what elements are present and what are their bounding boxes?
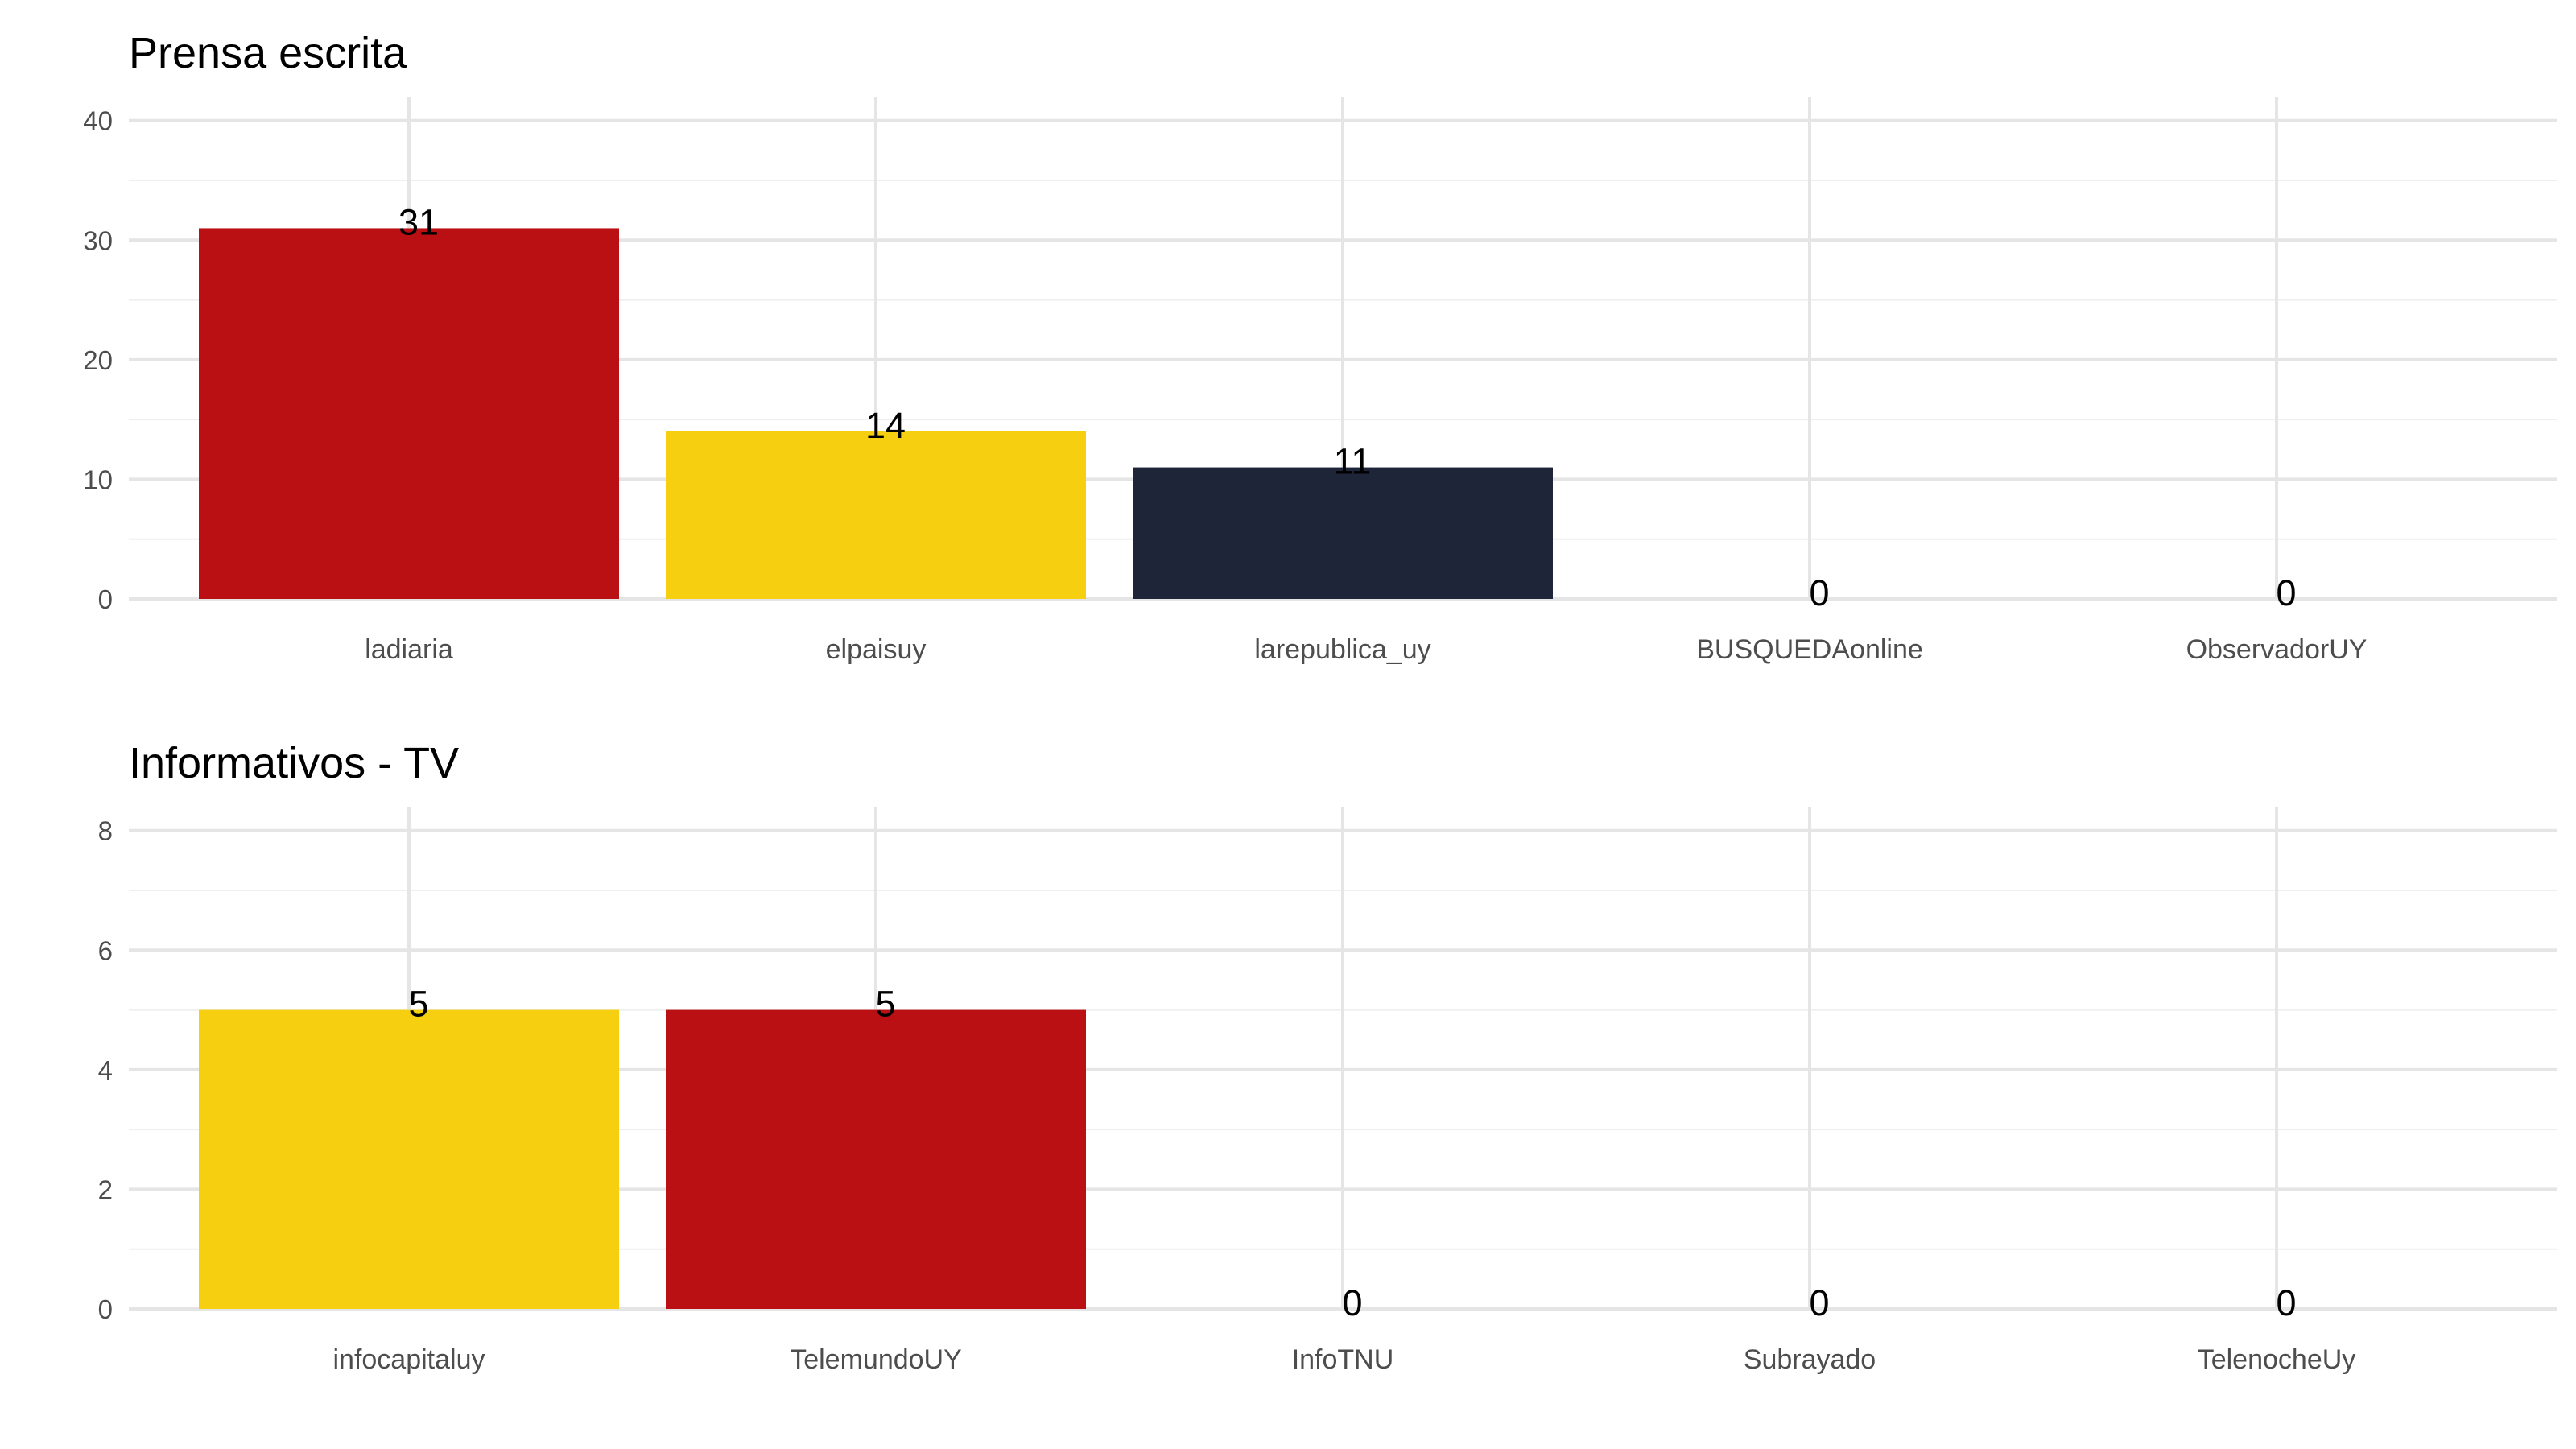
data-label-elpaisuy: 14 [865, 405, 906, 446]
chart-panel-informativos-tv: Informativos - TV 0 2 4 6 8 5 infocapitaluy 5 Te… [98, 739, 2557, 1375]
y-tick-label: 0 [98, 584, 113, 614]
data-label-TelenocheUy: 0 [2276, 1282, 2296, 1323]
chart-panel-prensa-escrita: Prensa escrita 0 10 20 30 40 31 ladiaria 14 elpa… [83, 29, 2557, 665]
y-tick-label: 30 [83, 225, 113, 255]
x-tick-label: elpaisuy [826, 634, 927, 665]
data-label-ObservadorUY: 0 [2276, 572, 2296, 613]
data-label-InfoTNU: 0 [1342, 1282, 1362, 1323]
data-label-TelemundoUY: 5 [875, 984, 895, 1025]
data-label-infocapitaluy: 5 [408, 984, 428, 1025]
x-tick-label: TelenocheUy [2198, 1344, 2356, 1375]
x-tick-label: ObservadorUY [2186, 634, 2368, 665]
data-label-BUSQUEDAonline: 0 [1809, 572, 1829, 613]
x-tick-label: InfoTNU [1292, 1344, 1394, 1375]
y-tick-label: 6 [98, 935, 113, 965]
x-tick-label: larepublica_uy [1254, 634, 1430, 665]
chart-title: Prensa escrita [129, 29, 407, 77]
x-tick-label: Subrayado [1744, 1344, 1876, 1375]
y-tick-label: 4 [98, 1055, 113, 1085]
x-tick-label: ladiaria [365, 634, 453, 665]
chart-title: Informativos - TV [129, 739, 459, 787]
y-tick-label: 10 [83, 464, 113, 494]
data-label-ladiaria: 31 [398, 201, 439, 242]
bar-TelemundoUY [666, 1009, 1086, 1309]
data-label-larepublica_uy: 11 [1334, 441, 1372, 482]
x-tick-label: TelemundoUY [790, 1344, 962, 1375]
y-tick-label: 2 [98, 1174, 113, 1204]
x-tick-label: infocapitaluy [332, 1344, 485, 1375]
x-tick-label: BUSQUEDAonline [1696, 634, 1923, 665]
y-tick-label: 40 [83, 106, 113, 136]
y-tick-label: 20 [83, 345, 113, 375]
bar-elpaisuy [666, 431, 1086, 599]
bar-ladiaria [199, 228, 619, 599]
bar-larepublica_uy [1133, 467, 1553, 599]
y-tick-label: 8 [98, 816, 113, 846]
data-label-Subrayado: 0 [1809, 1282, 1829, 1323]
bar-infocapitaluy [199, 1009, 619, 1309]
y-tick-label: 0 [98, 1294, 113, 1324]
